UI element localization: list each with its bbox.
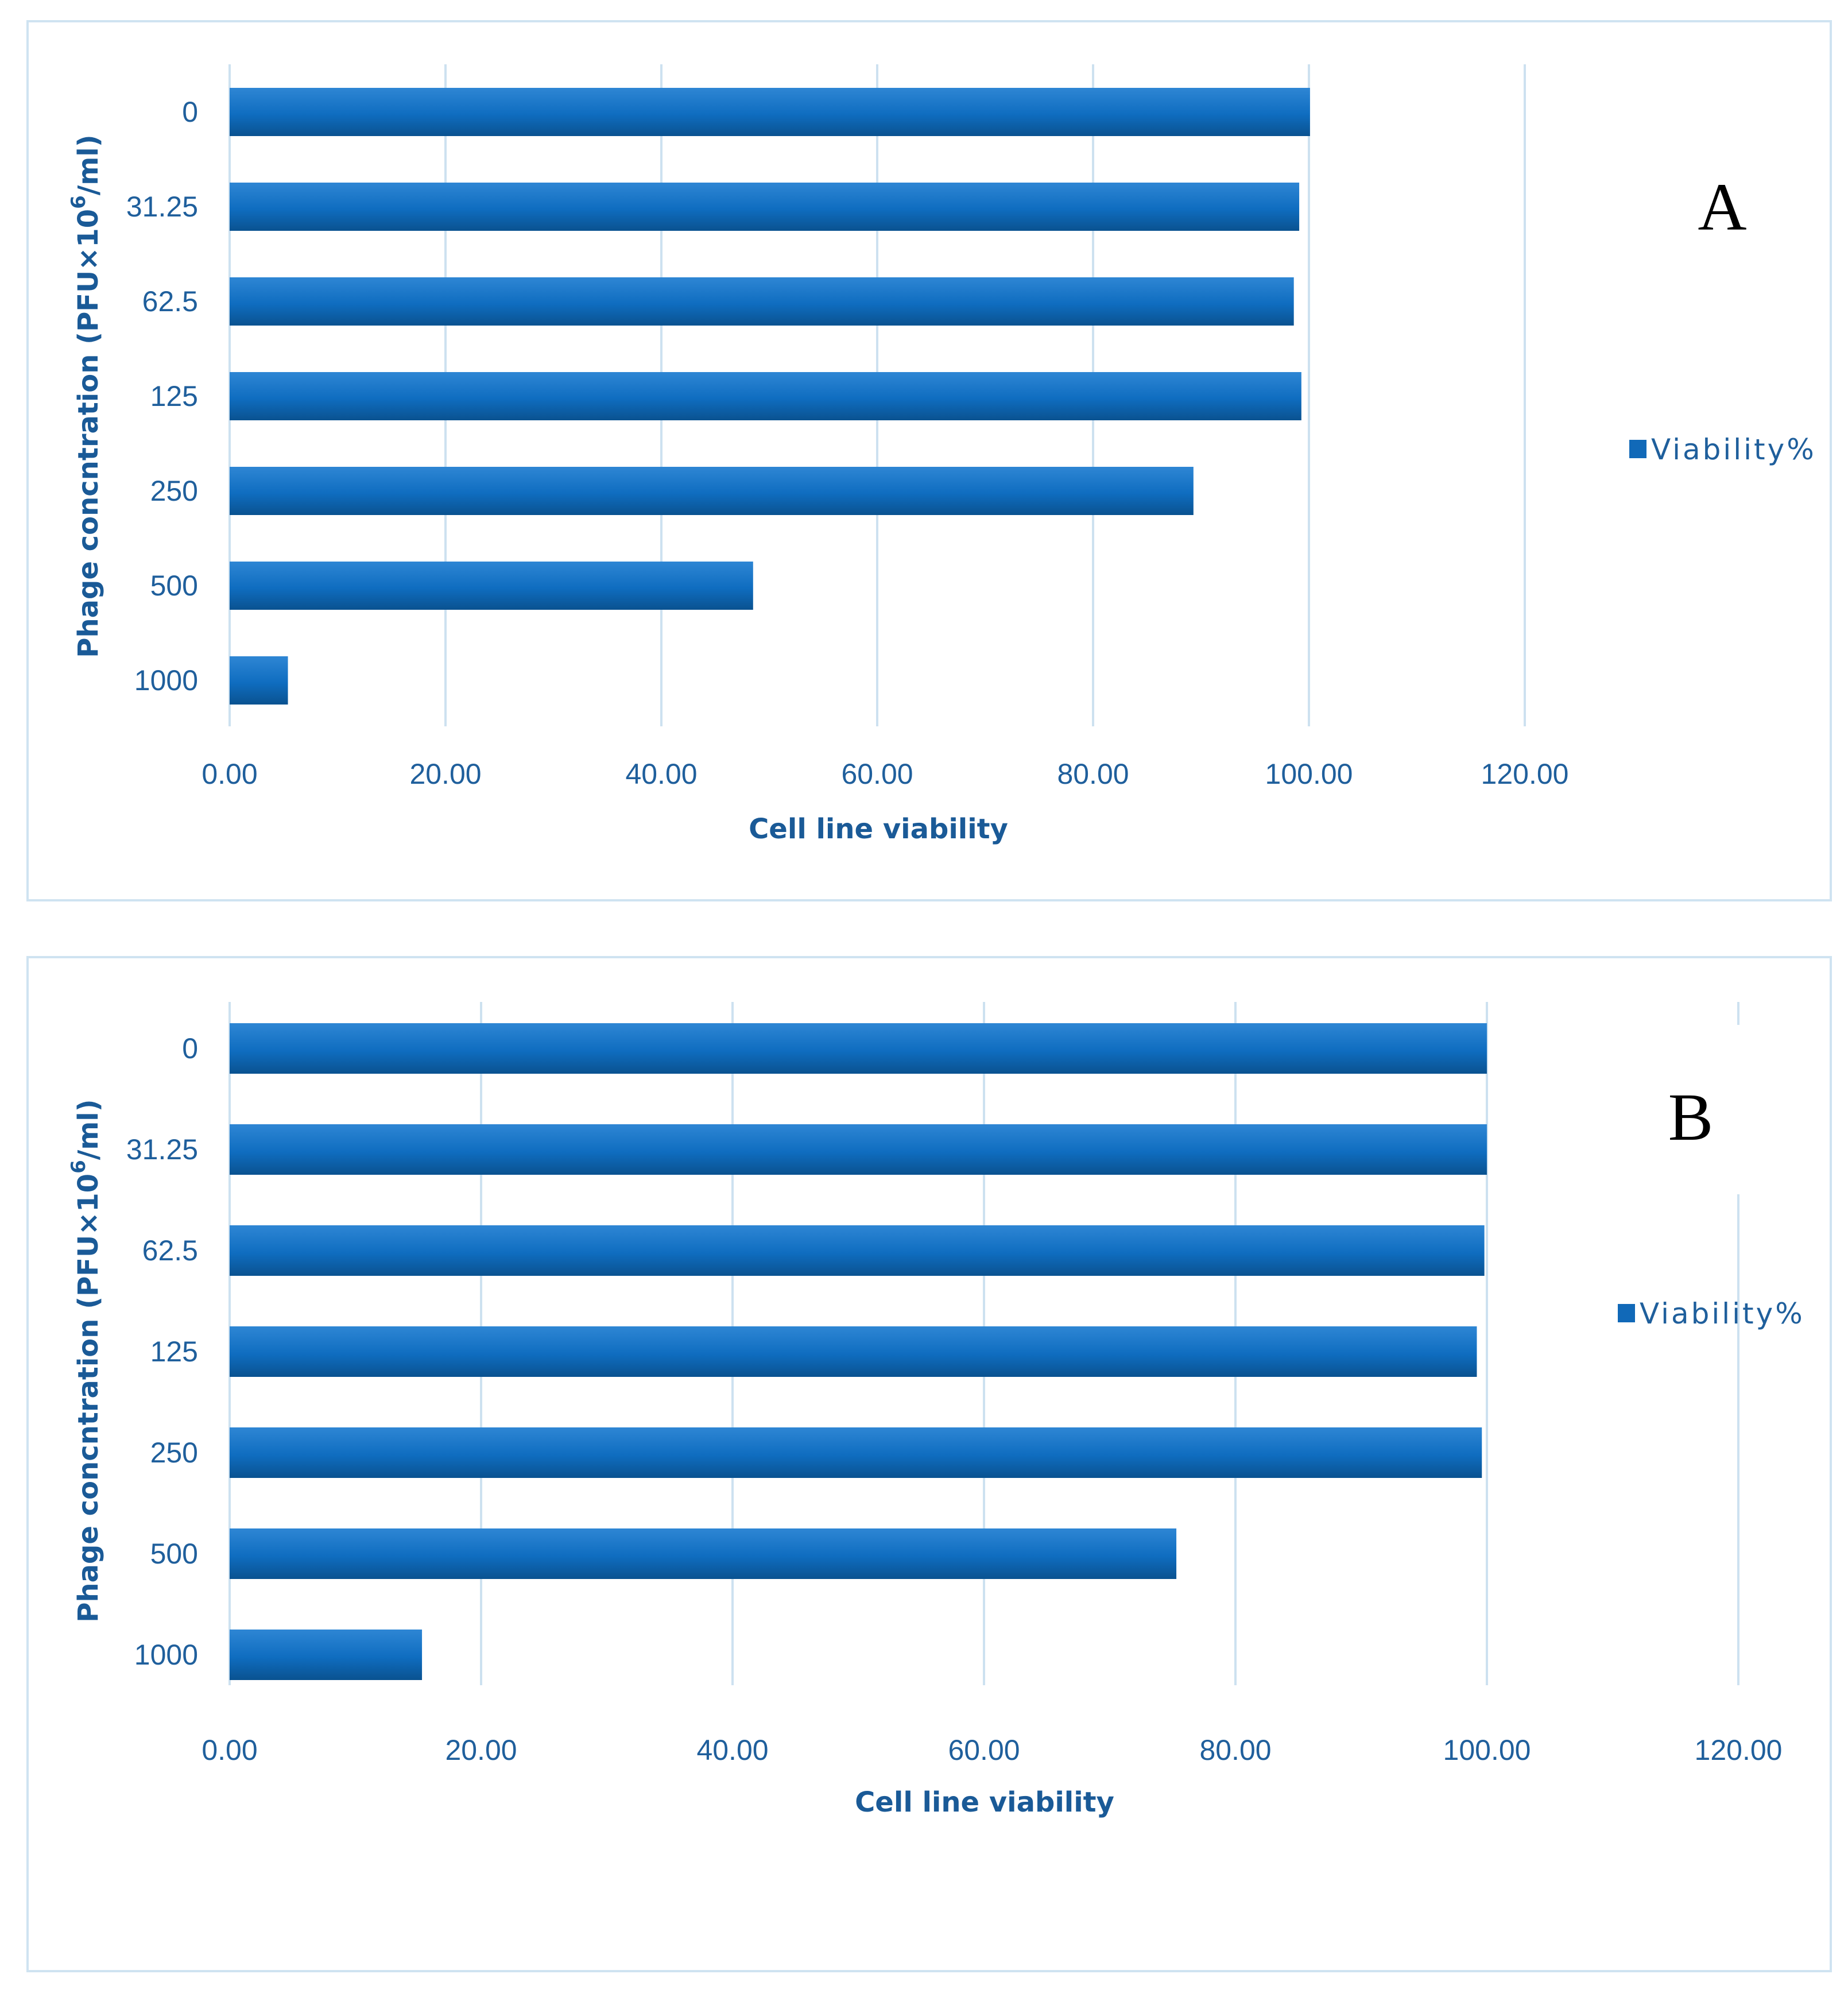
chart-a: 0 31.25 62.5 125 250 500 1000 0.00 20.00 40.00 60.… bbox=[67, 64, 1816, 845]
y-tick-label: 125 bbox=[150, 380, 198, 412]
x-tick-label: 0.00 bbox=[202, 758, 257, 790]
y-tick-label: 1000 bbox=[134, 1639, 198, 1671]
x-tick-label: 80.00 bbox=[1199, 1734, 1271, 1766]
x-tick-label: 100.00 bbox=[1265, 758, 1353, 790]
x-tick-label: 0.00 bbox=[202, 1734, 257, 1766]
x-tick-label: 20.00 bbox=[409, 758, 481, 790]
y-tick-label: 31.25 bbox=[126, 1133, 198, 1166]
x-tick-label: 120.00 bbox=[1481, 758, 1569, 790]
panel-label: A bbox=[1698, 169, 1746, 245]
y-tick-label: 250 bbox=[150, 475, 198, 507]
x-tick-label: 120.00 bbox=[1695, 1734, 1783, 1766]
x-tick-label: 100.00 bbox=[1443, 1734, 1531, 1766]
legend-swatch bbox=[1618, 1304, 1635, 1322]
legend-label: Viability% bbox=[1640, 1297, 1805, 1330]
chart-b: 0 31.25 62.5 125 250 500 1000 0.00 20.00 40.00 60.… bbox=[67, 1002, 1805, 1818]
x-tick-label: 40.00 bbox=[696, 1734, 768, 1766]
y-tick-label: 250 bbox=[150, 1437, 198, 1469]
legend-label: Viability% bbox=[1651, 433, 1816, 466]
y-axis-title-main: Phage concntration (PFU×10 bbox=[72, 1174, 104, 1623]
chart-panel-a bbox=[26, 20, 1832, 901]
y-tick-label: 31.25 bbox=[126, 191, 198, 223]
x-axis-title: Cell line viability bbox=[749, 813, 1008, 845]
y-axis-title: Phage concntration (PFU×106/ml) bbox=[67, 1099, 104, 1622]
y-axis-title-tail: /ml) bbox=[72, 134, 104, 195]
x-tick-label: 20.00 bbox=[445, 1734, 517, 1766]
bar bbox=[230, 88, 1310, 136]
y-tick-label: 500 bbox=[150, 1538, 198, 1570]
y-axis-title-sup: 6 bbox=[67, 1160, 90, 1174]
y-tick-label: 500 bbox=[150, 570, 198, 602]
y-axis-title-sup: 6 bbox=[67, 195, 90, 209]
bar bbox=[230, 656, 288, 705]
bar bbox=[230, 562, 753, 610]
bar bbox=[230, 1023, 1487, 1074]
y-tick-label: 1000 bbox=[134, 664, 198, 696]
y-tick-label: 62.5 bbox=[142, 285, 198, 318]
y-tick-label: 62.5 bbox=[142, 1234, 198, 1267]
x-axis-title: Cell line viability bbox=[855, 1786, 1114, 1818]
bar bbox=[230, 372, 1301, 420]
x-tick-label: 80.00 bbox=[1057, 758, 1129, 790]
bar bbox=[230, 467, 1194, 515]
bar bbox=[230, 1630, 423, 1680]
x-tick-label: 60.00 bbox=[948, 1734, 1020, 1766]
bar bbox=[230, 277, 1294, 326]
bar bbox=[230, 1528, 1177, 1579]
bar bbox=[230, 1225, 1485, 1276]
bar bbox=[230, 1326, 1477, 1377]
y-axis-title: Phage concntration (PFU×106/ml) bbox=[67, 134, 104, 657]
bar bbox=[230, 1427, 1482, 1478]
panel-label: B bbox=[1668, 1079, 1714, 1155]
y-axis-title-tail: /ml) bbox=[72, 1099, 104, 1160]
bar bbox=[230, 183, 1300, 231]
x-tick-label: 60.00 bbox=[841, 758, 913, 790]
y-tick-label: 125 bbox=[150, 1336, 198, 1368]
x-tick-label: 40.00 bbox=[625, 758, 697, 790]
y-axis-title-main: Phage concntration (PFU×10 bbox=[72, 209, 104, 658]
legend-swatch bbox=[1629, 440, 1646, 458]
y-tick-label: 0 bbox=[182, 96, 198, 128]
y-tick-label: 0 bbox=[182, 1032, 198, 1065]
bar bbox=[230, 1124, 1487, 1175]
